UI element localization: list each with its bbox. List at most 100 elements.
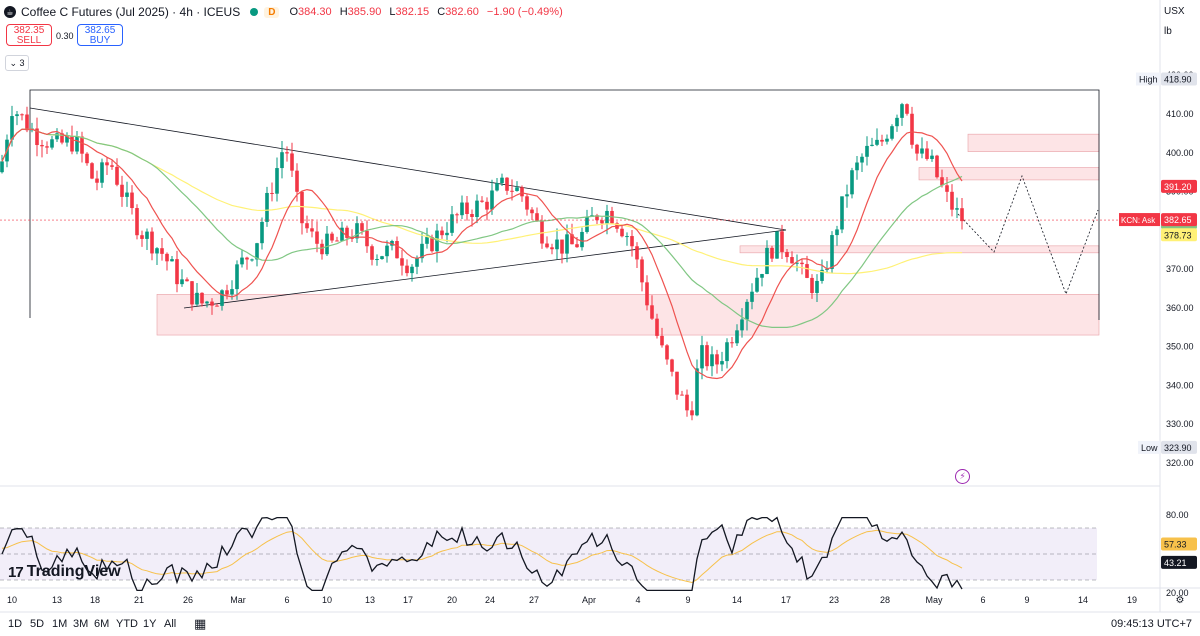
candle xyxy=(960,198,964,230)
candle-body xyxy=(60,133,64,143)
unit-selector[interactable]: lb xyxy=(1164,26,1172,37)
candle xyxy=(905,103,909,116)
buy-button[interactable]: 382.65 BUY xyxy=(77,24,123,46)
candle-body xyxy=(70,136,74,152)
candle xyxy=(585,209,589,234)
candle-body xyxy=(240,257,244,265)
candle-body xyxy=(515,187,519,191)
candle xyxy=(440,226,444,239)
candle-body xyxy=(10,116,14,140)
candle-body xyxy=(570,234,574,245)
event-lightning-icon[interactable]: ⚡ xyxy=(955,469,970,484)
candle-body xyxy=(925,148,929,159)
time-tick-label: 9 xyxy=(1024,595,1029,605)
candle-body xyxy=(710,354,714,367)
candle-body xyxy=(90,163,94,179)
low-tag-label: Low xyxy=(1141,443,1158,453)
candle-body xyxy=(600,220,604,224)
candle-body xyxy=(310,228,314,232)
time-tick-label: 17 xyxy=(403,595,413,605)
candle-body xyxy=(95,178,99,183)
candle-body xyxy=(640,259,644,283)
candle-body xyxy=(680,394,684,396)
price-tick-label: 400.00 xyxy=(1166,148,1194,158)
candle-body xyxy=(785,251,789,258)
candle xyxy=(815,274,819,302)
range-all[interactable]: All xyxy=(164,618,177,630)
candle xyxy=(190,280,194,311)
candle xyxy=(830,231,834,274)
candle-body xyxy=(770,247,774,259)
currency-selector[interactable]: USX xyxy=(1164,6,1185,17)
candle xyxy=(30,122,34,133)
candle xyxy=(235,260,239,300)
range-6m[interactable]: 6M xyxy=(94,618,110,630)
candle xyxy=(840,196,844,234)
candle-body xyxy=(665,345,669,360)
candle xyxy=(355,216,359,244)
candle-body xyxy=(555,239,559,250)
candle-body xyxy=(185,279,189,282)
range-1d[interactable]: 1D xyxy=(8,618,23,630)
candle xyxy=(160,238,164,261)
candle xyxy=(955,197,959,219)
low-marker-bg xyxy=(1161,440,1197,454)
range-1m[interactable]: 1M xyxy=(52,618,68,630)
candle-body xyxy=(235,264,239,290)
candle xyxy=(675,371,679,400)
candle-body xyxy=(305,223,309,229)
candle xyxy=(285,146,289,162)
candle-body xyxy=(0,161,4,173)
candle-body xyxy=(815,280,819,293)
range-3m[interactable]: 3M xyxy=(73,618,89,630)
indicators-collapse-button[interactable]: ⌄ 3 xyxy=(5,55,29,71)
candle-body xyxy=(360,223,364,231)
candle-body xyxy=(790,257,794,264)
candle-body xyxy=(80,136,84,154)
candle-body xyxy=(560,239,564,254)
symbol-title[interactable]: Coffee C Futures (Jul 2025) · 4h · ICEUS xyxy=(21,5,241,19)
candle-body xyxy=(380,256,384,260)
candle xyxy=(790,251,794,264)
rsi-tick-label: 20.00 xyxy=(1166,588,1189,598)
spread-value: 0.30 xyxy=(56,31,74,41)
range-ytd[interactable]: YTD xyxy=(116,618,138,630)
tradingview-logo[interactable]: 17 TradingView xyxy=(8,563,121,581)
candle-body xyxy=(420,243,424,259)
candle xyxy=(200,292,204,307)
candle xyxy=(240,250,244,268)
candle xyxy=(530,207,534,221)
candle-body xyxy=(930,155,934,159)
candle xyxy=(145,228,149,251)
low-tag-bg xyxy=(1138,440,1160,454)
candle xyxy=(180,269,184,287)
calendar-icon[interactable]: ▦ xyxy=(194,616,207,631)
candle xyxy=(220,289,224,311)
time-tick-label: Mar xyxy=(230,595,246,605)
rsi-tick-label: 80.00 xyxy=(1166,510,1189,520)
settings-icon: ⚙ xyxy=(1176,595,1185,606)
range-1y[interactable]: 1Y xyxy=(143,618,157,630)
candle xyxy=(810,274,814,299)
candle xyxy=(615,221,619,233)
candle-body xyxy=(330,233,334,241)
candle-body xyxy=(65,136,69,143)
candle xyxy=(150,227,154,261)
candle-body xyxy=(250,259,254,261)
range-5d[interactable]: 5D xyxy=(30,618,45,630)
candle xyxy=(850,167,854,199)
rsi-value: 43.21 xyxy=(1164,558,1187,568)
candle xyxy=(20,113,24,121)
candle xyxy=(775,231,779,259)
candle xyxy=(250,258,254,262)
candle xyxy=(865,136,869,166)
candle-body xyxy=(35,128,39,146)
time-tick-label: May xyxy=(925,595,943,605)
candle xyxy=(735,324,739,347)
candle-body xyxy=(295,170,299,192)
sell-button[interactable]: 382.35 SELL xyxy=(6,24,52,46)
candle-body xyxy=(345,227,349,238)
candle xyxy=(745,299,749,331)
